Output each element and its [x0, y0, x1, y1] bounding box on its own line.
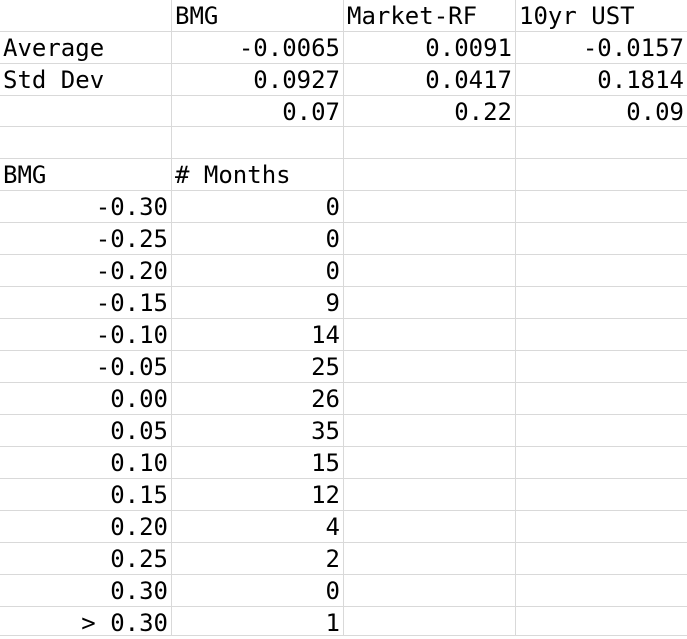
gridline-horizontal	[0, 190, 687, 191]
histogram-count-cell[interactable]: 26	[311, 385, 340, 413]
histogram-count-cell[interactable]: 1	[325, 609, 340, 637]
histogram-bin-header[interactable]: BMG	[3, 161, 47, 189]
gridline-horizontal	[0, 542, 687, 543]
histogram-bin-cell[interactable]: -0.15	[95, 289, 168, 317]
histogram-count-cell[interactable]: 0	[325, 257, 340, 285]
histogram-bin-cell[interactable]: -0.05	[95, 353, 168, 381]
histogram-count-cell[interactable]: 25	[311, 353, 340, 381]
histogram-bin-cell[interactable]: 0.20	[110, 513, 168, 541]
stat-row3-market-rf-cell[interactable]: 0.22	[454, 98, 512, 126]
gridline-horizontal	[0, 63, 687, 64]
gridline-horizontal	[0, 574, 687, 575]
gridline-horizontal	[0, 606, 687, 607]
std-dev-bmg-cell[interactable]: 0.0927	[253, 66, 340, 94]
column-header-bmg[interactable]: BMG	[175, 2, 219, 30]
histogram-bin-cell[interactable]: 0.00	[110, 385, 168, 413]
column-header-10yr-ust[interactable]: 10yr UST	[519, 2, 635, 30]
gridline-horizontal	[0, 478, 687, 479]
histogram-bin-cell[interactable]: 0.30	[110, 577, 168, 605]
histogram-count-cell[interactable]: 14	[311, 321, 340, 349]
histogram-count-cell[interactable]: 4	[325, 513, 340, 541]
histogram-count-header[interactable]: # Months	[175, 161, 291, 189]
histogram-count-cell[interactable]: 9	[325, 289, 340, 317]
gridline-horizontal	[0, 95, 687, 96]
histogram-bin-cell[interactable]: -0.25	[95, 225, 168, 253]
histogram-bin-cell[interactable]: 0.15	[110, 481, 168, 509]
average-market-rf-cell[interactable]: 0.0091	[425, 34, 512, 62]
std-dev-10yr-ust-cell[interactable]: 0.1814	[597, 66, 684, 94]
std-dev-market-rf-cell[interactable]: 0.0417	[425, 66, 512, 94]
histogram-count-cell[interactable]: 2	[325, 545, 340, 573]
histogram-count-cell[interactable]: 0	[325, 193, 340, 221]
gridline-horizontal	[0, 446, 687, 447]
gridline-horizontal	[0, 510, 687, 511]
histogram-bin-cell[interactable]: 0.10	[110, 449, 168, 477]
histogram-count-cell[interactable]: 0	[325, 577, 340, 605]
histogram-bin-cell[interactable]: > 0.30	[81, 609, 168, 637]
gridline-horizontal	[0, 414, 687, 415]
histogram-count-cell[interactable]: 35	[311, 417, 340, 445]
stat-row3-10yr-ust-cell[interactable]: 0.09	[626, 98, 684, 126]
gridline-horizontal	[0, 382, 687, 383]
gridline-horizontal	[0, 350, 687, 351]
histogram-bin-cell[interactable]: -0.20	[95, 257, 168, 285]
histogram-count-cell[interactable]: 15	[311, 449, 340, 477]
histogram-bin-cell[interactable]: 0.25	[110, 545, 168, 573]
stat-label-std-dev[interactable]: Std Dev	[3, 66, 105, 94]
column-header-market-rf[interactable]: Market-RF	[347, 2, 478, 30]
histogram-bin-cell[interactable]: 0.05	[110, 417, 168, 445]
average-10yr-ust-cell[interactable]: -0.0157	[582, 34, 684, 62]
gridline-horizontal	[0, 31, 687, 32]
histogram-bin-cell[interactable]: -0.30	[95, 193, 168, 221]
average-bmg-cell[interactable]: -0.0065	[238, 34, 340, 62]
gridline-horizontal	[0, 286, 687, 287]
gridline-horizontal	[0, 222, 687, 223]
histogram-bin-cell[interactable]: -0.10	[95, 321, 168, 349]
stat-row3-bmg-cell[interactable]: 0.07	[282, 98, 340, 126]
gridline-horizontal	[0, 126, 687, 127]
gridline-horizontal	[0, 318, 687, 319]
stat-label-average[interactable]: Average	[3, 34, 105, 62]
histogram-count-cell[interactable]: 12	[311, 481, 340, 509]
gridline-horizontal	[0, 254, 687, 255]
gridline-horizontal	[0, 158, 687, 159]
histogram-count-cell[interactable]: 0	[325, 225, 340, 253]
